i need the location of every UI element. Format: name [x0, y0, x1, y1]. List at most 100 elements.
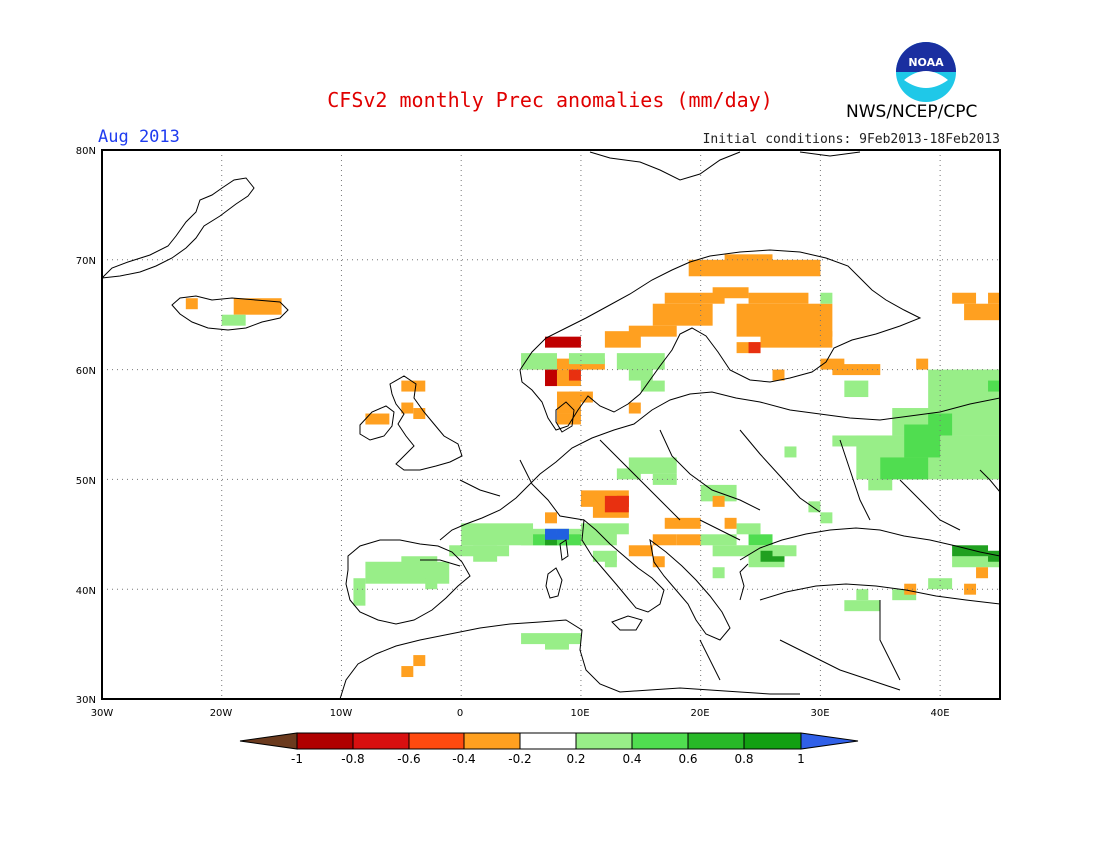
- anomaly-cell: [844, 600, 881, 612]
- anomaly-cell: [712, 287, 749, 299]
- lat-label: 60N: [76, 366, 96, 377]
- colorbar-segment: [631, 732, 689, 750]
- anomaly-cell: [652, 534, 677, 546]
- anomaly-cell: [556, 528, 569, 540]
- agency-label: NWS/NCEP/CPC: [846, 102, 978, 122]
- anomaly-cell: [844, 380, 869, 398]
- anomaly-cell: [473, 545, 498, 562]
- anomaly-cell: [988, 550, 1000, 562]
- lon-label: 10W: [330, 708, 353, 719]
- anomaly-cell: [904, 583, 917, 595]
- anomaly-cell: [724, 517, 737, 529]
- forecast-month: Aug 2013: [98, 127, 180, 147]
- lat-axis: 80N 70N 60N 50N 40N 30N: [76, 146, 96, 706]
- anomaly-cell: [820, 512, 833, 524]
- anomaly-cell: [521, 353, 557, 370]
- anomaly-cell: [712, 567, 725, 579]
- anomaly-cell: [856, 589, 869, 601]
- anomaly-cell: [545, 336, 581, 348]
- colorbar-label: -0.2: [508, 752, 531, 766]
- colorbar-label: -1: [291, 752, 303, 766]
- anomaly-cell: [928, 578, 953, 590]
- anomaly-cell: [545, 638, 569, 650]
- svg-text:NOAA: NOAA: [908, 56, 944, 69]
- anomaly-cell: [952, 292, 977, 304]
- anomaly-cell: [952, 369, 1000, 381]
- anomaly-cell: [928, 413, 953, 436]
- lon-axis: 30W 20W 10W 0 10E 20E 30E 40E: [91, 708, 950, 719]
- anomaly-cell: [976, 567, 989, 579]
- lat-label: 70N: [76, 256, 96, 267]
- lat-label: 40N: [76, 586, 96, 597]
- colorbar-label: -0.6: [397, 752, 420, 766]
- lon-label: 0: [457, 708, 463, 719]
- anomaly-cell: [748, 534, 773, 546]
- anomaly-cell: [604, 556, 617, 568]
- anomaly-cell: [413, 655, 426, 667]
- colorbar-label: -0.4: [452, 752, 475, 766]
- anomaly-cell: [880, 457, 929, 480]
- colorbar-label: 0.2: [566, 752, 585, 766]
- anomaly-cell: [916, 358, 929, 370]
- lon-label: 20W: [210, 708, 233, 719]
- anomaly-cell: [988, 292, 1000, 304]
- colorbar-segment: [296, 732, 354, 750]
- anomaly-cell: [808, 501, 821, 513]
- anomaly-cell: [568, 353, 605, 365]
- anomaly-cell: [556, 413, 581, 425]
- anomaly-cell: [401, 402, 414, 414]
- colorbar-segment: [575, 732, 633, 750]
- anomaly-cell: [712, 545, 761, 557]
- plot-frame: [101, 149, 1001, 700]
- anomaly-cell: [580, 523, 629, 535]
- anomaly-cells: [185, 254, 1000, 678]
- anomaly-cell: [712, 495, 725, 507]
- lat-label: 80N: [76, 146, 96, 157]
- anomaly-cell: [628, 402, 641, 414]
- anomaly-cell: [760, 331, 833, 348]
- anomaly-cell: [568, 391, 593, 403]
- anomaly-cell: [401, 556, 438, 579]
- anomaly-cell: [221, 314, 246, 326]
- colorbar-low-arrow: [239, 732, 298, 750]
- anomaly-cell: [688, 259, 821, 277]
- anomaly-cell: [748, 292, 809, 304]
- anomaly-cell: [952, 556, 1000, 568]
- anomaly-cell: [772, 369, 785, 381]
- colorbar-label: 0.6: [678, 752, 697, 766]
- lon-label: 10E: [570, 708, 589, 719]
- colorbar-label: 1: [797, 752, 805, 766]
- colorbar-segment: [743, 732, 802, 750]
- lat-label: 30N: [76, 695, 96, 706]
- anomaly-cell: [748, 342, 761, 354]
- chart-title: CFSv2 monthly Prec anomalies (mm/day): [327, 88, 773, 112]
- anomaly-cell: [700, 484, 737, 502]
- colorbar-label: 0.4: [622, 752, 641, 766]
- anomaly-cell: [652, 556, 665, 568]
- anomaly-cell: [700, 534, 737, 546]
- anomaly-cell: [964, 303, 1000, 321]
- lon-label: 30W: [91, 708, 114, 719]
- lon-label: 40E: [930, 708, 949, 719]
- colorbar-segment: [687, 732, 745, 750]
- anomaly-cell: [353, 578, 366, 606]
- anomaly-cell: [604, 331, 641, 348]
- anomaly-cell: [185, 298, 198, 310]
- anomaly-cell: [425, 578, 438, 590]
- colorbar-segment: [352, 732, 410, 750]
- lat-label: 50N: [76, 476, 96, 487]
- colorbar-segment: [463, 732, 521, 750]
- noaa-logo-icon: NOAA: [896, 42, 956, 102]
- anomaly-cell: [545, 369, 557, 387]
- lon-label: 30E: [810, 708, 829, 719]
- anomaly-cell: [640, 380, 665, 392]
- anomaly-cell: [676, 534, 701, 546]
- anomaly-cell: [664, 517, 701, 529]
- anomaly-cell: [401, 666, 414, 678]
- anomaly-cell: [628, 545, 653, 557]
- initial-conditions: Initial conditions: 9Feb2013-18Feb2013: [702, 132, 1000, 147]
- lon-label: 20E: [690, 708, 709, 719]
- anomaly-cell: [820, 292, 833, 304]
- anomaly-cell: [664, 292, 725, 304]
- colorbar-segment: [408, 732, 465, 750]
